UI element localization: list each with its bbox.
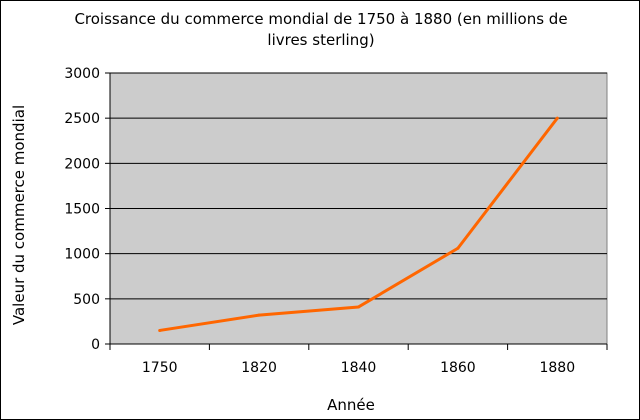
y-tick-label: 1500 [64, 202, 100, 218]
data-point [357, 305, 360, 309]
y-tick-label: 2000 [64, 156, 100, 172]
data-point [456, 246, 460, 250]
x-axis-label: Année [327, 396, 375, 414]
chart-title: Croissance du commerce mondial de 1750 à… [74, 10, 568, 49]
y-tick-label: 2500 [64, 111, 100, 127]
data-point [158, 328, 162, 332]
data-point [555, 116, 559, 120]
data-point [257, 313, 261, 317]
x-tick-label: 1840 [341, 360, 377, 376]
y-tick-label: 500 [73, 292, 100, 308]
x-tick-label: 1750 [142, 360, 178, 376]
x-tick-label: 1880 [539, 360, 575, 376]
y-tick-label: 1000 [64, 247, 100, 263]
x-tick-label: 1820 [241, 360, 277, 376]
y-tick-label: 0 [91, 337, 100, 353]
y-tick-label: 3000 [64, 66, 100, 82]
x-tick-label: 1860 [440, 360, 476, 376]
